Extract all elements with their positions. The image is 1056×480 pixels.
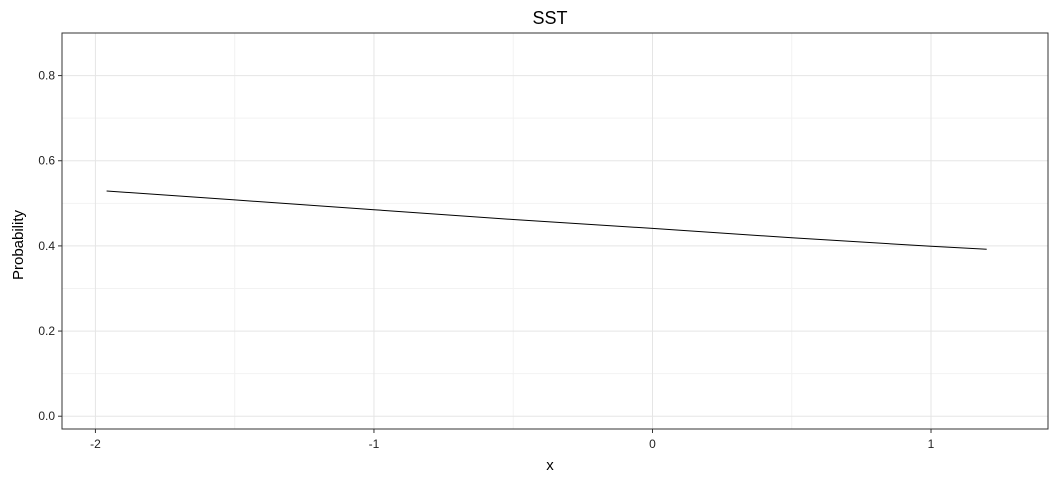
series-layer	[106, 190, 987, 250]
y-tick-label: 0.0	[38, 409, 55, 423]
y-axis-ticks: 0.0 0.2 0.4 0.6 0.8	[38, 69, 62, 423]
y-tick-label: 0.4	[38, 239, 55, 253]
minor-gridlines	[62, 33, 1048, 429]
plot-panel-border	[61, 32, 1049, 430]
x-axis-ticks: -2 -1 0 1	[90, 429, 935, 451]
y-tick-label: 0.2	[38, 324, 55, 338]
x-tick-label: -2	[90, 437, 101, 451]
x-axis-label: x	[546, 457, 554, 474]
x-tick-label: 1	[928, 437, 935, 451]
major-gridlines	[62, 33, 1048, 429]
y-axis-label: Probability	[10, 209, 27, 280]
y-tick-label: 0.8	[38, 69, 55, 83]
y-tick-label: 0.6	[38, 154, 55, 168]
x-tick-label: 0	[649, 437, 656, 451]
series-line	[106, 190, 987, 250]
x-tick-label: -1	[369, 437, 380, 451]
chart-title: SST	[532, 8, 567, 28]
